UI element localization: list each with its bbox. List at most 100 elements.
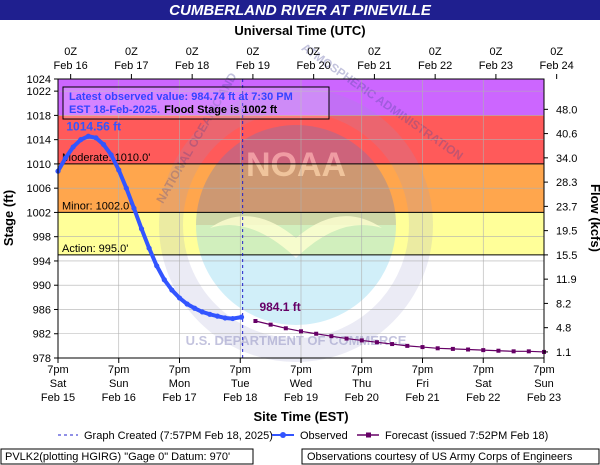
- observed-point: [238, 314, 245, 320]
- forecast-point: [283, 326, 288, 331]
- observed-series: [55, 133, 245, 322]
- observed-point: [207, 311, 213, 317]
- footer-right-text: Observations courtesy of US Army Corps o…: [307, 451, 573, 463]
- annotation-line-2: EST 18-Feb-2025. Flood Stage is 1002 ft: [69, 104, 278, 116]
- legend-forecast-marker: [366, 432, 371, 438]
- utc-tick-date: Feb 22: [418, 60, 452, 72]
- x-axis-bottom-title: Site Time (EST): [253, 409, 348, 424]
- observed-point: [123, 185, 129, 191]
- utc-tick-time: 0Z: [307, 46, 320, 58]
- annotation-line-1: Latest observed value: 984.74 ft at 7:30…: [69, 91, 293, 103]
- x-axis-top-utc: 0Z Feb 16 0Z Feb 17 0Z Feb 18 0Z Feb 19 0Z Feb 20…: [54, 46, 574, 79]
- y-axis-right: 1.1 4.8 8.2 11.9 15.5 19.5 23.7 28.3 34.0 40.6 48.…: [544, 104, 577, 359]
- observed-point: [161, 277, 167, 283]
- logo-outer-ring: [159, 88, 433, 362]
- observed-point: [138, 226, 145, 232]
- observed-point: [70, 144, 76, 150]
- utc-tick-time: 0Z: [246, 46, 259, 58]
- observed-point: [222, 315, 228, 321]
- forecast-point: [329, 334, 334, 339]
- observed-point: [85, 133, 91, 139]
- logo-lower-half: [196, 225, 396, 325]
- y-tick-label: 990: [33, 280, 51, 292]
- utc-tick-date: Feb 21: [357, 60, 391, 72]
- observed-point: [214, 313, 221, 319]
- forecast-point: [253, 319, 258, 324]
- flow-tick-label: 4.8: [556, 323, 571, 335]
- footer-left-box: [0, 448, 254, 465]
- est-tick-time: 7pm: [473, 364, 494, 376]
- latest-value-annotation: Latest observed value: 984.74 ft at 7:30…: [62, 86, 330, 120]
- est-tick-day: Tue: [231, 378, 250, 390]
- flow-tick-label: 15.5: [556, 250, 577, 262]
- observed-point: [192, 305, 198, 311]
- est-tick-day: Fri: [416, 378, 429, 390]
- legend-forecast-label: Forecast (issued 7:52PM Feb 18): [385, 430, 548, 442]
- logo-gull-shape: [210, 216, 382, 258]
- observed-point: [230, 315, 236, 322]
- flow-tick-label: 34.0: [556, 153, 577, 165]
- est-tick-date: Feb 20: [345, 392, 379, 404]
- est-tick-day: Sat: [475, 378, 492, 390]
- forecast-start-label: 984.1 ft: [259, 300, 300, 314]
- est-tick-date: Feb 15: [41, 392, 75, 404]
- utc-tick-time: 0Z: [186, 46, 199, 58]
- observed-point: [154, 263, 160, 269]
- est-tick-time: 7pm: [169, 364, 190, 376]
- legend-observed-marker: [280, 432, 286, 438]
- utc-tick-time: 0Z: [550, 46, 563, 58]
- y-tick-label: 998: [33, 232, 51, 244]
- flood-stage-label: Action: 995.0': [62, 243, 128, 255]
- peak-value-label: 1014.56 ft: [66, 119, 121, 133]
- est-tick-date: Feb 23: [527, 392, 561, 404]
- y-tick-label: 1024: [27, 74, 51, 86]
- utc-tick-time: 0Z: [489, 46, 502, 58]
- y-tick-label: 1022: [27, 86, 51, 98]
- annotation-box: [62, 86, 330, 120]
- est-tick-time: 7pm: [47, 364, 68, 376]
- y-tick-label: 1010: [27, 159, 51, 171]
- title-bar: [0, 0, 600, 20]
- forecast-point: [526, 349, 531, 354]
- forecast-point: [359, 338, 364, 343]
- observed-point: [199, 309, 205, 315]
- observed-point: [176, 295, 183, 301]
- est-tick-time: 7pm: [108, 364, 129, 376]
- plot-area: NOAA ATMOSPHERIC ADMINISTRATION NATIONAL…: [55, 40, 546, 362]
- top-axis-title: Universal Time (UTC): [234, 23, 365, 38]
- utc-tick-time: 0Z: [429, 46, 442, 58]
- utc-tick-date: Feb 20: [297, 60, 331, 72]
- est-tick-date: Feb 22: [466, 392, 500, 404]
- observed-point: [108, 152, 114, 158]
- est-tick-day: Thu: [352, 378, 371, 390]
- est-tick-date: Feb 18: [223, 392, 257, 404]
- forecast-point: [435, 346, 440, 351]
- forecast-point: [496, 348, 501, 353]
- est-tick-date: Feb 17: [162, 392, 196, 404]
- forecast-point: [344, 336, 349, 341]
- forecast-point: [299, 329, 303, 334]
- legend-graph-created-label: Graph Created (7:57PM Feb 18, 2025): [84, 430, 273, 442]
- y-tick-label: 978: [33, 353, 51, 365]
- utc-tick-date: Feb 19: [236, 60, 270, 72]
- forecast-point: [268, 322, 273, 327]
- forecast-series: [253, 319, 546, 354]
- forecast-point: [450, 346, 455, 351]
- forecast-point: [420, 345, 425, 350]
- y-axis-right-title: Flow (kcfs): [588, 184, 600, 252]
- legend: Graph Created (7:57PM Feb 18, 2025) Obse…: [58, 430, 548, 442]
- est-tick-date: Feb 21: [405, 392, 439, 404]
- forecast-line: [255, 320, 545, 353]
- observed-point: [93, 135, 99, 141]
- flow-tick-label: 8.2: [556, 298, 571, 310]
- utc-tick-time: 0Z: [64, 46, 77, 58]
- footer-left-text: PVLK2(plotting HGIRG) "Gage 0" Datum: 97…: [5, 451, 230, 463]
- flow-tick-label: 28.3: [556, 177, 577, 189]
- observed-point: [184, 301, 190, 307]
- logo-upper-half: [196, 125, 396, 225]
- annotation-flood-stage: Flood Stage is 1002 ft: [164, 104, 277, 116]
- logo-center-text: NOAA: [246, 146, 346, 184]
- est-tick-time: 7pm: [230, 364, 251, 376]
- utc-tick-date: Feb 24: [540, 60, 574, 72]
- y-axis-left: 978 982 986 990 994 998 1002 1006 1010 1014 1018 10…: [27, 74, 58, 365]
